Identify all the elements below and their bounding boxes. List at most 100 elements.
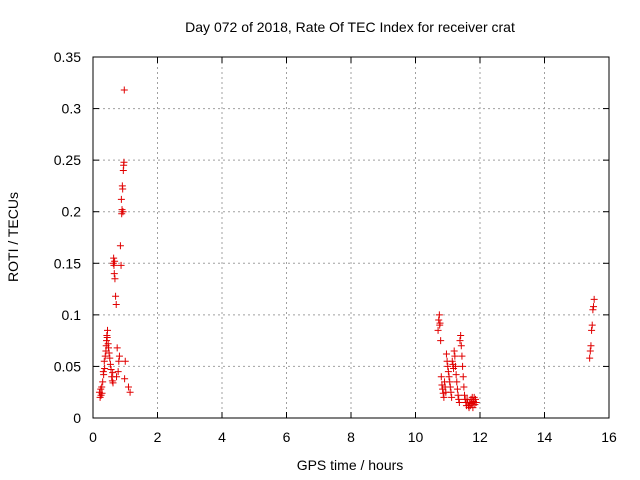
data-point <box>117 195 125 203</box>
data-point <box>104 344 112 352</box>
data-point <box>111 275 119 283</box>
data-point <box>115 357 123 365</box>
data-point <box>111 257 119 265</box>
data-point <box>445 373 453 381</box>
data-point <box>98 383 106 391</box>
data-point <box>437 373 445 381</box>
data-point <box>448 393 456 401</box>
data-point <box>110 254 118 262</box>
y-tick-label: 0.05 <box>54 358 81 374</box>
data-point <box>114 368 122 376</box>
data-point <box>447 388 455 396</box>
data-point <box>453 378 461 386</box>
data-point <box>589 306 597 314</box>
data-point <box>113 373 121 381</box>
y-axis-label: ROTI / TECUs <box>5 192 21 282</box>
x-tick-label: 10 <box>408 429 424 445</box>
data-point <box>444 368 452 376</box>
data-point <box>454 391 462 399</box>
data-point <box>435 316 443 324</box>
data-point <box>444 362 452 370</box>
data-point <box>98 389 106 397</box>
x-tick-label: 4 <box>218 429 226 445</box>
data-point <box>472 399 480 407</box>
data-point <box>120 86 128 94</box>
data-point <box>119 185 127 193</box>
data-point <box>442 350 450 358</box>
data-point <box>590 295 598 303</box>
data-point <box>446 378 454 386</box>
data-point <box>446 383 454 391</box>
data-points <box>95 86 598 412</box>
x-tick-label: 14 <box>537 429 553 445</box>
y-tick-label: 0.2 <box>62 204 82 220</box>
data-point <box>109 369 117 377</box>
data-point <box>437 337 445 345</box>
y-tick-label: 0.15 <box>54 255 81 271</box>
y-tick-label: 0.35 <box>54 49 81 65</box>
data-point <box>105 349 113 357</box>
x-tick-label: 12 <box>472 429 488 445</box>
data-point <box>451 362 459 370</box>
data-point <box>119 208 127 216</box>
data-point <box>450 347 458 355</box>
data-point <box>101 364 109 372</box>
data-point <box>116 242 124 250</box>
data-point <box>436 319 444 327</box>
data-point <box>100 357 108 365</box>
data-point <box>586 354 594 362</box>
data-point <box>451 352 459 360</box>
data-point <box>456 337 464 345</box>
data-point <box>120 158 128 166</box>
chart-title: Day 072 of 2018, Rate Of TEC Index for r… <box>185 19 515 35</box>
x-tick-label: 6 <box>283 429 291 445</box>
data-point <box>587 342 595 350</box>
plot-frame <box>92 56 610 419</box>
data-point <box>453 385 461 393</box>
data-point <box>106 354 114 362</box>
data-point <box>109 379 117 387</box>
data-point <box>434 326 442 334</box>
data-point <box>459 362 467 370</box>
data-point <box>459 373 467 381</box>
data-point <box>458 352 466 360</box>
y-tick-label: 0.3 <box>62 101 82 117</box>
data-point <box>126 388 134 396</box>
data-point <box>461 391 469 399</box>
data-point <box>455 395 463 403</box>
grid-lines <box>93 57 609 418</box>
data-point <box>457 331 465 339</box>
y-tick-label: 0.25 <box>54 152 81 168</box>
data-point <box>117 261 125 269</box>
y-tick-label: 0 <box>73 410 81 426</box>
data-point <box>100 371 108 379</box>
data-point <box>107 366 115 374</box>
data-point <box>112 292 120 300</box>
x-axis-label: GPS time / hours <box>297 457 404 473</box>
data-point <box>448 357 456 365</box>
data-point <box>101 352 109 360</box>
data-point <box>455 399 463 407</box>
data-point <box>115 352 123 360</box>
y-tick-label: 0.1 <box>62 307 82 323</box>
data-point <box>121 375 129 383</box>
axis-ticks: 0 2 4 6 8 10 12 14 16 0 0.05 0.1 0.15 0.2 0.25 0.3 0.35 <box>54 49 617 445</box>
data-point <box>452 371 460 379</box>
data-point <box>471 395 479 403</box>
data-point <box>113 344 121 352</box>
x-tick-label: 0 <box>89 429 97 445</box>
data-point <box>112 301 120 309</box>
data-point <box>110 261 118 269</box>
data-point <box>121 357 129 365</box>
x-tick-label: 2 <box>154 429 162 445</box>
data-point <box>435 311 443 319</box>
x-tick-label: 8 <box>347 429 355 445</box>
data-point <box>457 342 465 350</box>
data-point <box>103 334 111 342</box>
data-point <box>124 383 132 391</box>
data-point <box>110 270 118 278</box>
data-point <box>588 321 596 329</box>
data-point <box>99 378 107 386</box>
data-point <box>586 347 594 355</box>
